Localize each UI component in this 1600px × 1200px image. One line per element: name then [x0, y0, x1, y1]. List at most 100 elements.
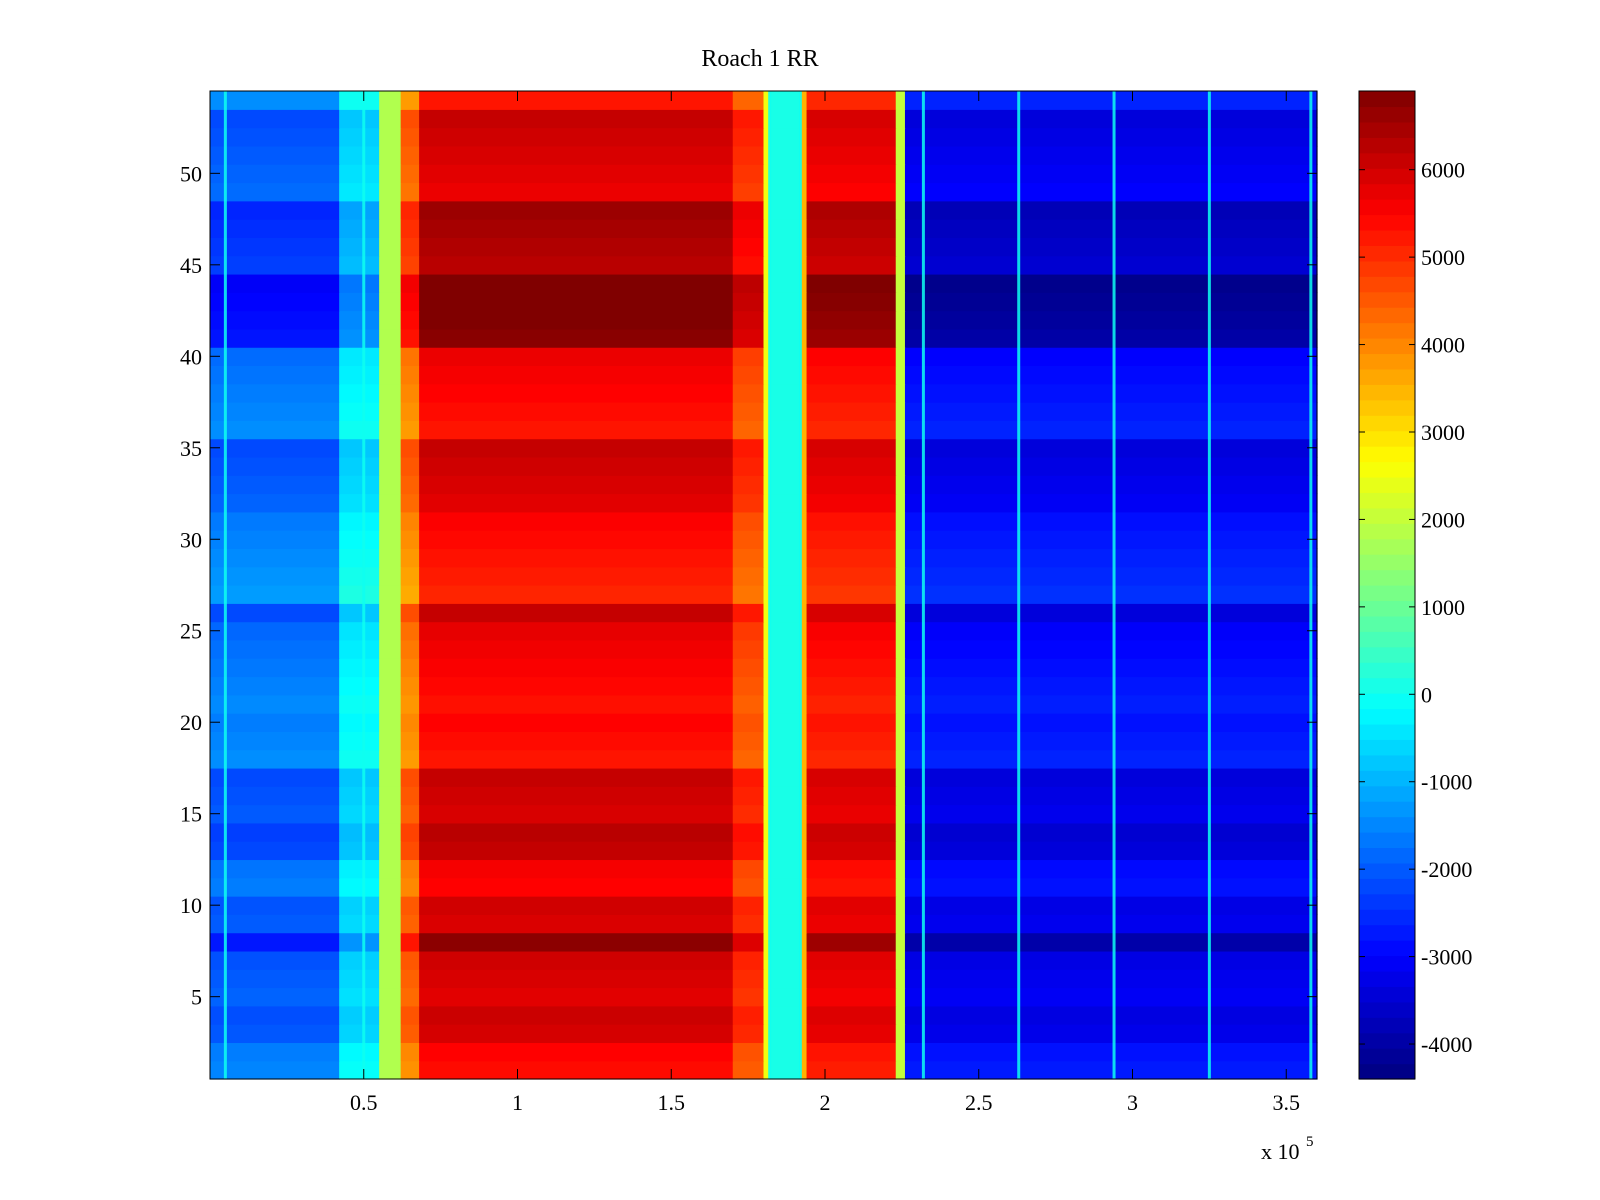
heatmap-cell — [763, 932, 771, 952]
heatmap-cell — [769, 420, 801, 440]
heatmap-cell — [379, 1042, 402, 1062]
heatmap-cell — [904, 713, 1318, 732]
colorbar-step — [1359, 106, 1415, 123]
heatmap-cell — [339, 767, 380, 787]
heatmap-cell — [895, 383, 906, 403]
heatmap-cell — [339, 145, 380, 165]
heatmap-cell — [400, 896, 420, 915]
heatmap-cell — [763, 145, 771, 165]
heatmap-cell — [769, 182, 801, 202]
heatmap-cell — [210, 402, 340, 421]
heatmap-cell — [806, 402, 897, 421]
heatmap-cell — [800, 676, 808, 696]
heatmap-cell — [210, 475, 340, 495]
heatmap-cell — [895, 749, 906, 769]
heatmap-cell — [419, 273, 734, 293]
heatmap-cell — [379, 767, 402, 787]
heatmap-cell — [904, 749, 1318, 769]
heatmap-cell — [732, 237, 765, 257]
y-tick-label: 50 — [180, 161, 202, 186]
heatmap-cell — [895, 1060, 906, 1080]
heatmap-cell — [732, 273, 765, 293]
colorbar-tick-label: -3000 — [1421, 945, 1472, 970]
heatmap-cell — [763, 822, 771, 842]
heatmap-cell — [895, 676, 906, 696]
heatmap-cell — [904, 420, 1318, 440]
heatmap-cell — [339, 841, 380, 861]
heatmap-cell — [210, 566, 340, 586]
heatmap-cell — [806, 182, 897, 202]
heatmap-cell — [379, 365, 402, 385]
heatmap-cell — [210, 530, 340, 550]
heatmap-cell — [800, 255, 808, 275]
heatmap-cell — [904, 804, 1318, 824]
heatmap-cell — [210, 749, 340, 769]
colorbar-step — [1359, 600, 1415, 617]
colorbar-step — [1359, 415, 1415, 432]
x-tick-label: 1 — [512, 1090, 523, 1115]
heatmap-cell — [210, 877, 340, 897]
colorbar-tick-label: 6000 — [1421, 158, 1465, 183]
heatmap-cell — [806, 621, 897, 641]
heatmap-cell — [379, 749, 402, 769]
heatmap-cell — [339, 273, 380, 293]
heatmap-cell — [895, 639, 906, 659]
heatmap-cell — [806, 237, 897, 257]
heatmap-cell — [339, 822, 380, 842]
heatmap-cell — [769, 273, 801, 293]
heatmap-cell — [800, 639, 808, 659]
heatmap-cell — [895, 402, 906, 421]
heatmap-cell — [419, 164, 734, 184]
heatmap-cell — [806, 658, 897, 678]
heatmap-cell — [800, 969, 808, 989]
heatmap-cell — [769, 658, 801, 678]
heatmap-cell — [379, 731, 402, 751]
heatmap-cell — [800, 347, 808, 367]
heatmap-cell — [339, 694, 380, 714]
heatmap-cell — [419, 603, 734, 623]
heatmap-cell — [732, 328, 765, 348]
colorbar-tick-label: -1000 — [1421, 770, 1472, 795]
heatmap-cell — [419, 493, 734, 513]
colorbar-step — [1359, 476, 1415, 493]
heatmap-cell — [400, 182, 420, 202]
heatmap-cell — [895, 127, 906, 147]
heatmap-cell — [904, 456, 1318, 476]
heatmap-cell — [732, 383, 765, 403]
heatmap-cell — [763, 1005, 771, 1025]
heatmap-cell — [806, 91, 897, 110]
heatmap-cell — [763, 603, 771, 623]
heatmap-cell — [400, 566, 420, 586]
heatmap-cell — [419, 767, 734, 787]
heatmap-cell — [339, 530, 380, 550]
heatmap-cell — [210, 145, 340, 165]
heatmap-cell — [379, 804, 402, 824]
heatmap-cell — [763, 127, 771, 147]
heatmap-cell — [419, 694, 734, 714]
heatmap-cell — [732, 822, 765, 842]
heatmap-cell — [732, 969, 765, 989]
heatmap-cell — [763, 914, 771, 934]
heatmap-cell — [400, 1005, 420, 1025]
heatmap-cell — [769, 1060, 801, 1080]
heatmap-cell — [763, 731, 771, 751]
heatmap-cell — [210, 456, 340, 476]
heatmap-cell — [904, 877, 1318, 897]
colorbar-tick-label: 3000 — [1421, 420, 1465, 445]
heatmap-cell — [339, 511, 380, 531]
heatmap-cell — [210, 511, 340, 531]
heatmap-cell — [800, 310, 808, 330]
heatmap-cell — [806, 310, 897, 330]
heatmap-cell — [210, 621, 340, 641]
heatmap-cell — [904, 182, 1318, 202]
heatmap-cell — [800, 127, 808, 147]
heatmap-cell — [904, 1024, 1318, 1044]
heatmap-cell — [732, 896, 765, 915]
heatmap-cell — [732, 639, 765, 659]
heatmap-cell — [904, 621, 1318, 641]
heatmap-cell — [379, 585, 402, 604]
heatmap-cell — [800, 804, 808, 824]
heatmap-cell — [210, 237, 340, 257]
colorbar-step — [1359, 554, 1415, 571]
heatmap-cell — [904, 255, 1318, 275]
